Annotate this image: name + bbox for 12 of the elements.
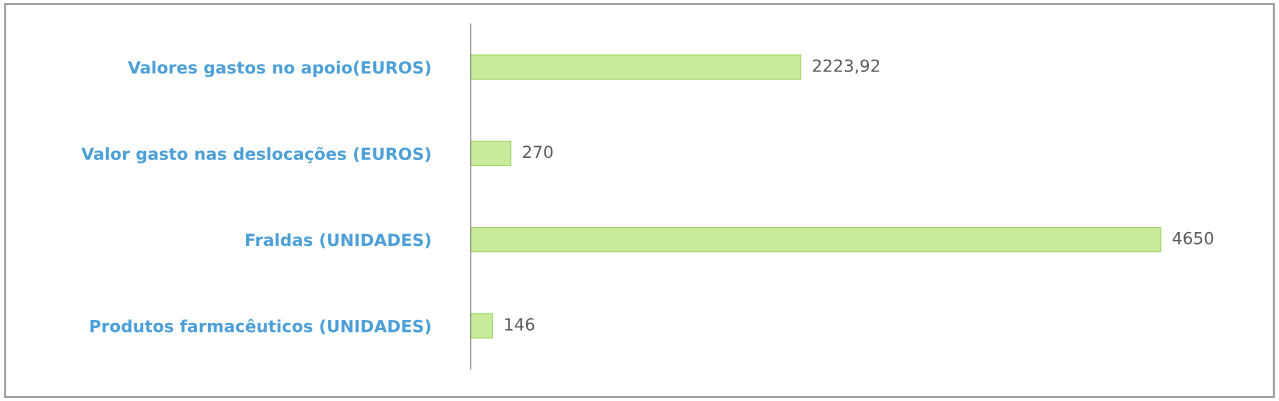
y-tick-label: Produtos farmacêuticos (UNIDADES): [90, 318, 431, 335]
bar: [470, 54, 802, 80]
data-label: 146: [505, 318, 535, 331]
data-label: 270: [523, 145, 553, 159]
data-label: 4650: [1172, 231, 1214, 245]
y-tick-label: Fraldas (UNIDADES): [246, 233, 431, 249]
bar: [470, 313, 493, 339]
data-label: 2223,92: [813, 59, 880, 74]
bar: [470, 140, 512, 167]
y-tick-label: Valor gasto nas deslocações (EUROS): [81, 146, 431, 164]
y-tick-label: Valores gastos no apoio(EUROS): [127, 60, 431, 78]
bar: [470, 226, 1162, 253]
